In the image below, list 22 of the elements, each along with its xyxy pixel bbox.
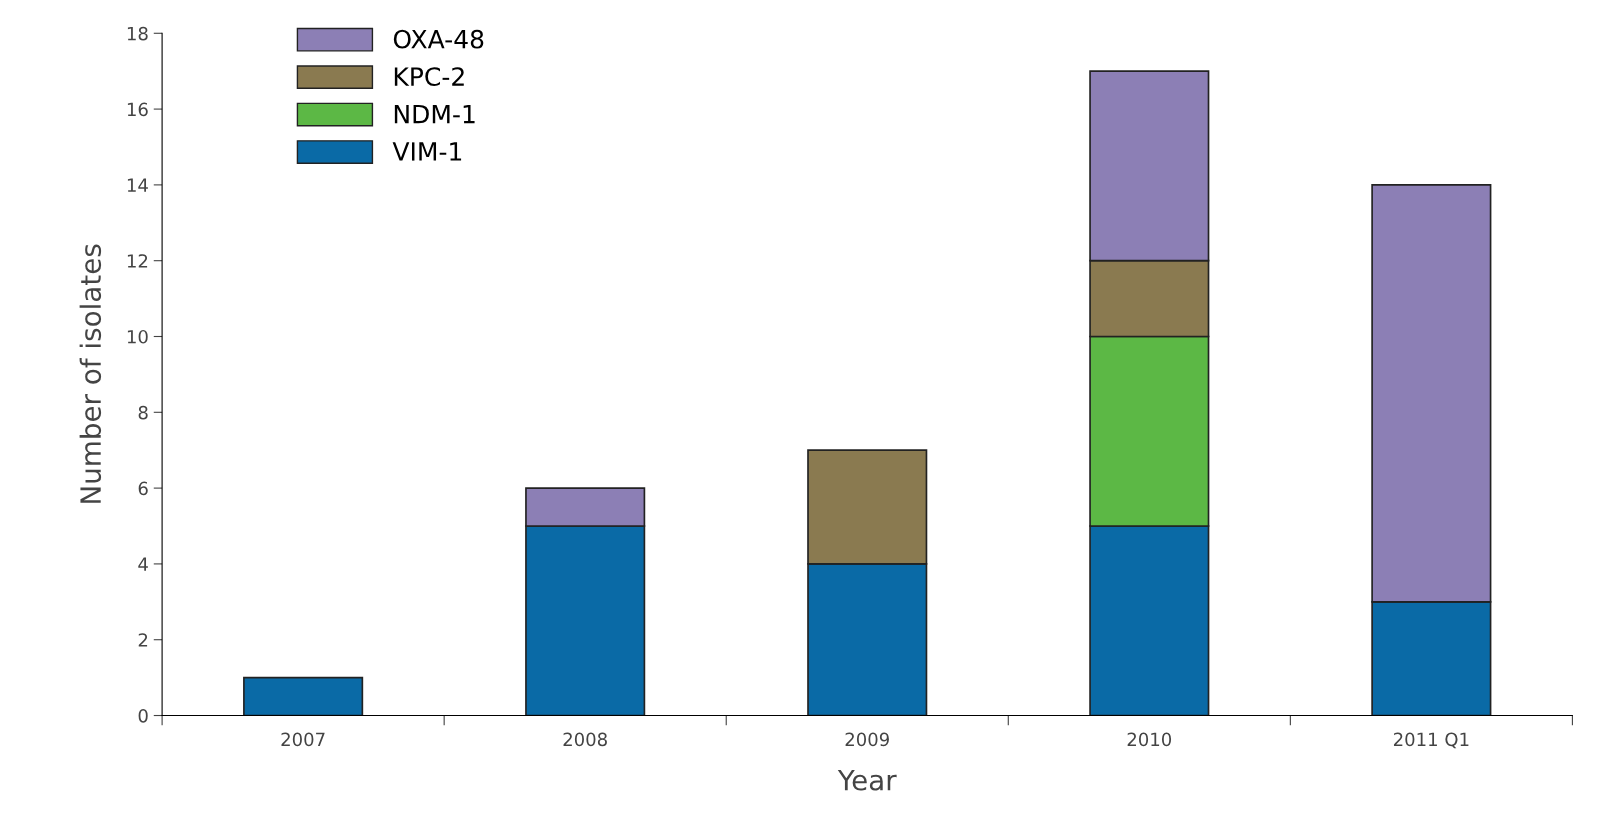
y-axis-title: Number of isolates: [79, 244, 102, 503]
x-axis-title: Year: [837, 769, 897, 791]
y-tick-label: 18: [127, 26, 148, 41]
x-tick-label: 2007: [281, 732, 325, 747]
x-tick-label: 2011 Q1: [1393, 732, 1469, 749]
legend-label: OXA-48: [393, 29, 484, 49]
x-tick-label: 2010: [1127, 732, 1172, 747]
y-tick-label: 4: [138, 557, 148, 571]
x-tick-label: 2009: [845, 732, 889, 747]
y-tick-label: 12: [127, 254, 148, 268]
legend-label: KPC-2: [394, 67, 464, 87]
y-tick-label: 10: [127, 329, 148, 344]
y-tick-label: 14: [127, 178, 148, 192]
y-tick-label: 6: [138, 481, 148, 496]
x-tick-label: 2008: [563, 732, 607, 747]
y-tick-label: 2: [138, 633, 148, 647]
y-tick-label: 0: [138, 708, 148, 723]
legend-label: VIM-1: [392, 142, 462, 161]
bar: [243, 676, 364, 716]
legend-label: NDM-1: [394, 104, 475, 124]
y-tick-label: 16: [127, 102, 148, 117]
y-tick-label: 8: [138, 405, 148, 420]
